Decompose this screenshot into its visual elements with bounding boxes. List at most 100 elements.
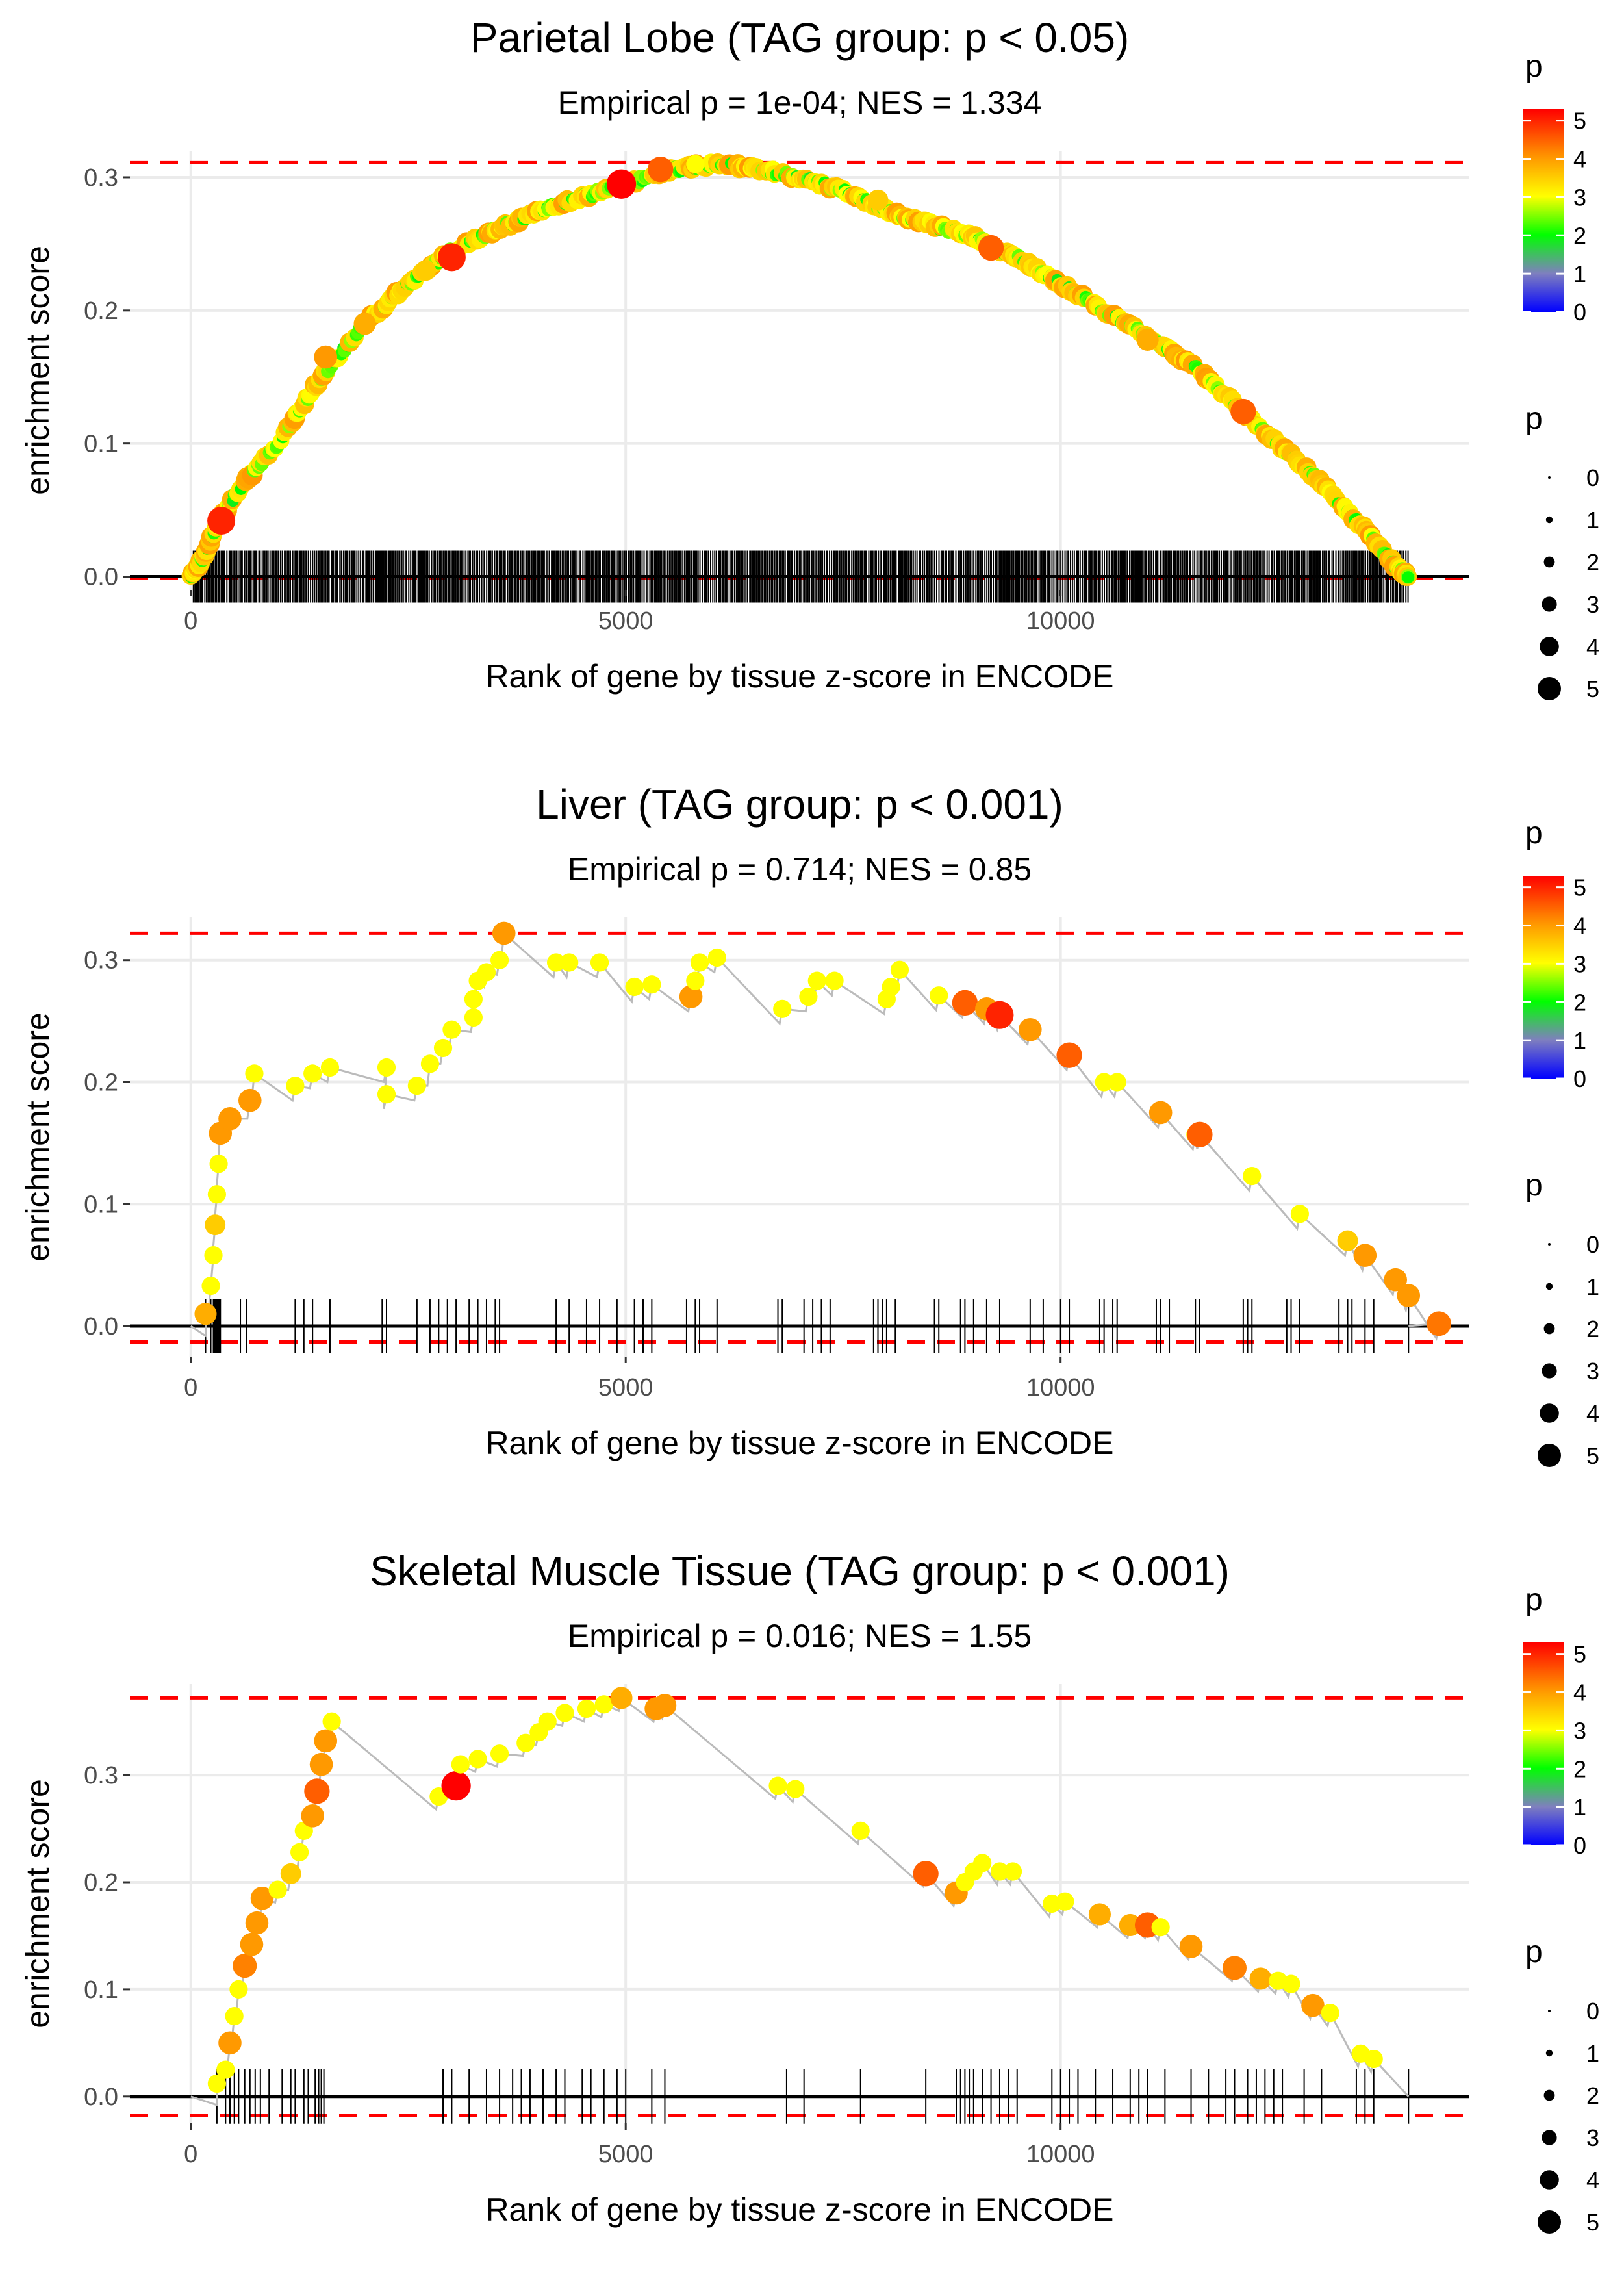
y-axis-ticks: 0.0 0.1 0.2 0.3 (84, 1762, 130, 2111)
enrichment-point (451, 1755, 470, 1774)
x-axis-ticks: 0 5000 10000 (184, 590, 1095, 635)
enrichment-point (538, 1712, 557, 1731)
enrichment-point (194, 1303, 217, 1325)
size-tick-label: 1 (1586, 2040, 1599, 2067)
y-tick-label: 0.0 (84, 564, 118, 591)
enrichment-point (990, 1862, 1009, 1881)
enrichment-point (799, 987, 818, 1006)
color-tick-label: 2 (1573, 1756, 1586, 1782)
enrichment-point (1187, 1121, 1213, 1147)
size-tick-label: 4 (1586, 633, 1599, 660)
y-tick-label: 0.2 (84, 298, 118, 325)
size-key-dot (1542, 2130, 1557, 2145)
enrichment-point (320, 1058, 340, 1077)
enrichment-point (773, 999, 792, 1018)
size-tick-label: 5 (1586, 1442, 1599, 1469)
size-tick-label: 3 (1586, 2125, 1599, 2151)
enrichment-point (322, 1712, 341, 1731)
size-key-dot (1545, 2049, 1553, 2057)
enrichment-point (290, 1843, 309, 1861)
legend-0: p 5 4 3 2 1 0 p 0 1 2 3 4 5 (1523, 49, 1599, 702)
enrichment-point (468, 1750, 487, 1769)
enrichment-point (1003, 1862, 1022, 1881)
color-tick-label: 0 (1573, 1066, 1586, 1092)
enrichment-point (1301, 1993, 1325, 2017)
color-tick-label: 1 (1573, 261, 1586, 287)
enrichment-point (930, 986, 948, 1005)
enrichment-point (1019, 1017, 1042, 1041)
y-axis-title: enrichment score (19, 1012, 56, 1262)
enrichment-point (825, 971, 844, 990)
y-tick-label: 0.1 (84, 431, 118, 458)
color-legend-title: p (1525, 816, 1543, 850)
color-legend-title: p (1525, 1583, 1543, 1617)
enrichment-point (204, 1246, 223, 1265)
enrichment-point (280, 1863, 301, 1884)
color-tick-label: 0 (1573, 299, 1586, 326)
color-tick-label: 4 (1573, 913, 1586, 939)
y-axis-ticks: 0.0 0.1 0.2 0.3 (84, 164, 130, 591)
enrichment-point (477, 963, 496, 982)
enrichment-point (642, 975, 661, 994)
enrichment-point (560, 953, 579, 972)
color-tick-label: 3 (1573, 951, 1586, 977)
enrichment-point (442, 1020, 461, 1039)
enrichment-point (707, 948, 726, 967)
enrichment-point (207, 506, 236, 535)
x-tick-label: 10000 (1026, 2141, 1095, 2168)
enrichment-point (952, 990, 978, 1016)
enrichment-point (786, 1780, 805, 1798)
y-tick-label: 0.0 (84, 1313, 118, 1340)
enrichment-point (464, 1008, 483, 1027)
enrichment-point (851, 1821, 870, 1840)
size-key-dot (1538, 677, 1561, 700)
x-axis-ticks: 0 5000 10000 (184, 1357, 1095, 1401)
enrichment-point (377, 1085, 396, 1104)
enrichment-point (225, 2007, 244, 2026)
legends: p 5 4 3 2 1 0 p 0 1 2 3 4 5 p 5 4 3 2 1 0 p 0 1 2 3 4 5 p 5 4 3 2 1 0 p 0 1 2 3… (1523, 49, 1599, 2236)
enrichment-point (464, 990, 483, 1008)
chart-subtitle: Empirical p = 0.714; NES = 0.85 (568, 851, 1032, 888)
enrichment-point (286, 1077, 305, 1095)
size-key-dot (1543, 556, 1555, 568)
size-tick-label: 1 (1586, 507, 1599, 533)
x-axis-title: Rank of gene by tissue z-score in ENCODE (485, 1425, 1113, 1461)
enrichment-point (303, 1064, 322, 1083)
enrichment-point (437, 243, 466, 272)
color-tick-label: 4 (1573, 146, 1586, 173)
size-tick-label: 1 (1586, 1273, 1599, 1300)
color-tick-label: 0 (1573, 1832, 1586, 1859)
enrichment-point (233, 1954, 257, 1978)
enrichment-point (1095, 1073, 1113, 1092)
chart-title: Skeletal Muscle Tissue (TAG group: p < 0… (370, 1548, 1230, 1594)
color-tick-label: 5 (1573, 875, 1586, 901)
size-key-dot (1543, 1323, 1555, 1335)
panel-liver: Liver (TAG group: p < 0.001) Empirical p … (19, 781, 1469, 1461)
enrichment-point (546, 953, 566, 972)
enrichment-point (679, 985, 703, 1008)
chart-title: Liver (TAG group: p < 0.001) (536, 781, 1063, 828)
enrichment-point (490, 951, 509, 969)
enrichment-point (1179, 1935, 1203, 1958)
enrichment-point (1290, 1205, 1310, 1223)
size-tick-label: 5 (1586, 2209, 1599, 2236)
enrichment-point (441, 1771, 471, 1801)
y-tick-label: 0.3 (84, 1762, 118, 1789)
enrichment-point (207, 2074, 226, 2093)
enrichment-point (238, 1088, 262, 1112)
y-axis-ticks: 0.0 0.1 0.2 0.3 (84, 947, 130, 1340)
color-tick-label: 1 (1573, 1027, 1586, 1054)
color-tick-label: 5 (1573, 108, 1586, 134)
y-axis-title: enrichment score (19, 246, 56, 495)
enrichment-point (216, 2060, 235, 2079)
enrichment-point (625, 977, 644, 997)
color-tick-label: 3 (1573, 1717, 1586, 1744)
enrichment-points (181, 153, 1417, 587)
color-tick-label: 4 (1573, 1680, 1586, 1706)
y-tick-label: 0.3 (84, 164, 118, 192)
x-tick-label: 0 (184, 607, 197, 635)
enrichment-point (492, 921, 516, 945)
enrichment-point (1249, 1967, 1272, 1990)
enrichment-point (314, 1729, 338, 1753)
